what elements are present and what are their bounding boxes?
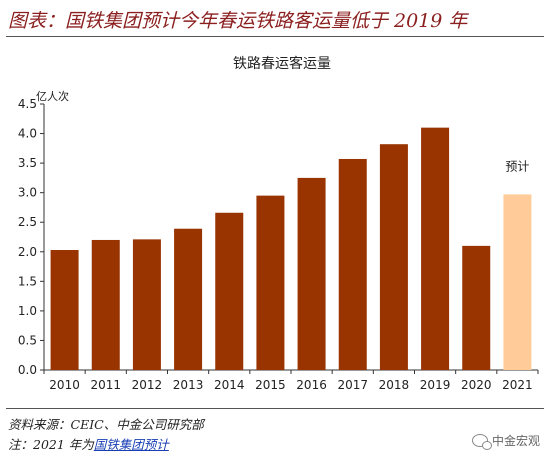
bar-2010 [50,250,79,370]
bar-2013 [174,228,203,370]
bar-2015 [256,195,285,370]
y-tick-label: 4.5 [18,97,37,111]
footnote-link[interactable]: 国铁集团预计 [93,437,169,452]
x-tick-label: 2012 [132,378,163,392]
x-tick-label: 2014 [214,378,245,392]
bar-2011 [91,239,120,370]
x-tick-label: 2010 [49,378,80,392]
bar-2012 [132,239,161,370]
wechat-icon [471,434,492,450]
bar-2020 [462,245,491,370]
source-note: 资料来源：CEIC、中金公司研究部 [8,417,204,432]
bar-chart: 铁路春运客运量 亿人次 0.0 0.5 1.0 1.5 2.0 2.5 3.0 3.5 4.0 4… [18,55,539,392]
watermark-text: 中金宏观 [491,434,540,448]
y-tick-label: 2.5 [18,215,37,229]
y-tick-label: 1.0 [18,304,37,318]
x-tick-label: 2015 [255,378,286,392]
annotation-forecast: 预计 [505,159,529,173]
x-tick-label: 2017 [337,378,368,392]
x-tick-label: 2019 [420,378,451,392]
y-tick-label: 0.5 [18,333,37,347]
watermark: 中金宏观 [471,432,540,450]
bar-2016 [297,177,326,370]
x-tick-label: 2018 [379,378,410,392]
footnote: 注：2021 年为国铁集团预计 [8,434,169,453]
header-title: 图表：国铁集团预计今年春运铁路客运量低于 2019 年 [8,10,468,32]
bar-2017 [338,158,367,370]
x-tick-label: 2013 [173,378,204,392]
y-axis-unit-label: 亿人次 [36,89,69,103]
bar-2021 [503,194,532,370]
x-tick-label: 2021 [502,378,533,392]
axes [40,103,539,374]
y-tick-label: 3.5 [18,156,37,170]
header-divider [6,36,544,37]
chart-title: 铁路春运客运量 [233,55,331,72]
bars [50,127,532,371]
y-tick-label: 4.0 [18,127,37,141]
y-tick-label: 2.0 [18,245,37,259]
footer-divider [6,408,544,409]
bar-2018 [379,144,408,370]
bar-2014 [215,212,244,370]
y-tick-label: 1.5 [18,274,37,288]
x-tick-label: 2016 [296,378,327,392]
x-tick-label: 2020 [461,378,492,392]
x-tick-label: 2011 [90,378,121,392]
footnote-text: 注：2021 年为 [8,437,94,452]
y-tick-label: 0.0 [18,363,37,377]
y-tick-label: 3.0 [18,186,37,200]
bar-2019 [421,127,450,371]
axis-labels: 0.0 0.5 1.0 1.5 2.0 2.5 3.0 3.5 4.0 4.5 2010 2011 20… [18,97,533,392]
